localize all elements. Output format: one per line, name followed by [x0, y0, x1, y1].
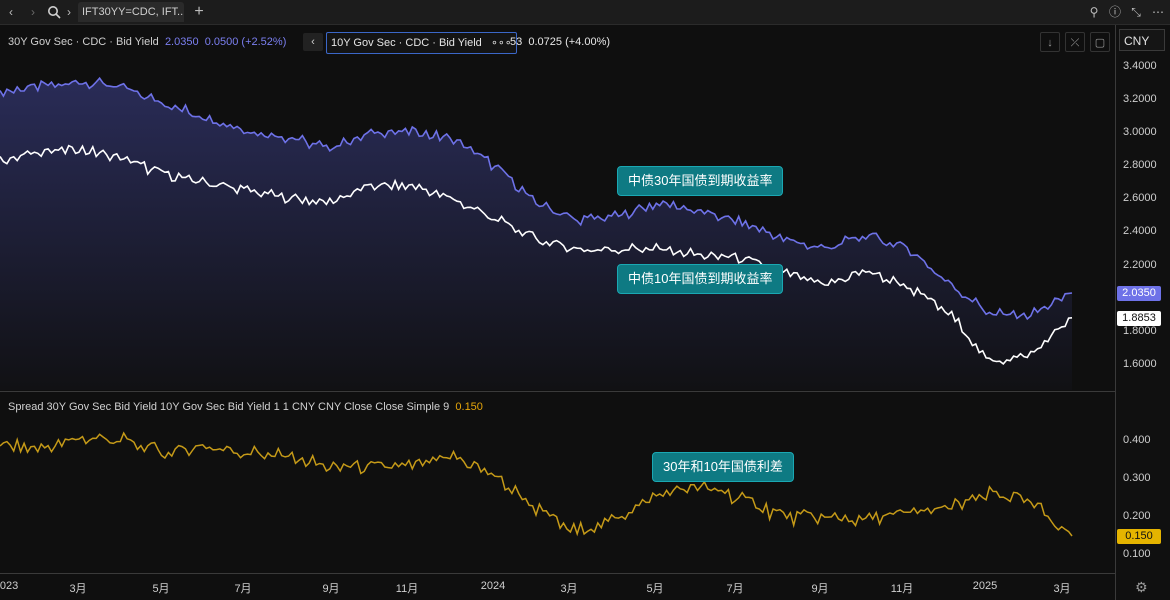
last-value-tag-30y: 2.0350 — [1117, 285, 1161, 301]
y-tick-main: 3.2000 — [1123, 92, 1157, 105]
legend-series10-name: 10Y Gov Sec · CDC · Bid Yield — [331, 37, 482, 49]
legend-series30-value: 2.0350 — [164, 36, 199, 48]
collapse-icon[interactable]: ⤡ — [1131, 5, 1141, 19]
series10-line — [0, 144, 1073, 365]
y-tick-spread: 0.400 — [1123, 434, 1151, 447]
x-tick: 2023 — [0, 580, 19, 592]
y-tick-main: 1.6000 — [1123, 358, 1157, 371]
x-axis-line — [0, 573, 1115, 574]
add-tab-button[interactable]: + — [194, 3, 204, 20]
x-tick: 9月 — [322, 583, 340, 595]
callout-30y: 中债30年国债到期收益率 — [617, 166, 784, 196]
top-toolbar: ‹ › › IFT30YY=CDC, IFT... + ⚲ ⓘ ⤡ ⋯ — [0, 0, 1170, 25]
legend-series30-name: 30Y Gov Sec · CDC · Bid Yield — [8, 36, 159, 48]
legend-series10-change: 0.0725 (+4.00%) — [528, 36, 611, 48]
spread-line — [0, 431, 1073, 537]
legend-spread[interactable]: Spread 30Y Gov Sec Bid Yield 10Y Gov Sec… — [8, 401, 483, 413]
x-tick: 11月 — [890, 583, 914, 595]
x-tick: 3月 — [1053, 583, 1071, 595]
last-value-tag-spread: 0.150 — [1117, 528, 1161, 544]
currency-selector[interactable]: CNY — [1119, 29, 1165, 51]
y-tick-spread: 0.200 — [1123, 510, 1151, 523]
chart-canvas[interactable] — [0, 0, 1115, 600]
y-tick-main: 2.8000 — [1123, 159, 1157, 172]
x-tick: 7月 — [726, 583, 744, 595]
search-icon[interactable] — [46, 3, 62, 21]
callout-spread: 30年和10年国债利差 — [652, 452, 794, 482]
legend-series30[interactable]: 30Y Gov Sec · CDC · Bid Yield 2.0350 0.0… — [8, 36, 286, 48]
series30-line — [0, 76, 1073, 321]
x-tick: 5月 — [152, 583, 170, 595]
x-tick: 2025 — [972, 580, 998, 592]
x-tick: 3月 — [560, 583, 578, 595]
pin-icon[interactable]: ⚲ — [1089, 5, 1099, 19]
chevron-right-icon[interactable]: › — [31, 5, 35, 19]
y-tick-main: 2.4000 — [1123, 225, 1157, 238]
x-tick: 7月 — [234, 583, 252, 595]
collapse-pane-icon[interactable]: ⤫ — [1065, 32, 1085, 52]
last-value-tag-10y: 1.8853 — [1117, 310, 1161, 326]
legend-more-icon[interactable]: ∘∘∘ — [490, 37, 512, 49]
legend-spread-name: Spread 30Y Gov Sec Bid Yield 10Y Gov Sec… — [8, 401, 450, 413]
x-tick: 9月 — [811, 583, 829, 595]
chevron-left-icon[interactable]: ‹ — [9, 5, 13, 19]
legend-series10-values: 53 0.0725 (+4.00%) — [510, 36, 610, 48]
y-tick-spread: 0.300 — [1123, 472, 1151, 485]
x-tick: 3月 — [69, 583, 87, 595]
download-icon[interactable]: ↓ — [1040, 32, 1060, 52]
dropdown-arrow-icon[interactable]: › — [67, 5, 71, 19]
legend-series10-value: 53 — [510, 36, 523, 48]
pane-divider[interactable] — [0, 391, 1115, 392]
y-tick-main: 2.6000 — [1123, 192, 1157, 205]
legend-prev-button[interactable]: ‹ — [303, 33, 323, 51]
x-tick: 2024 — [480, 580, 506, 592]
series30-area — [0, 78, 1072, 390]
x-tick: 5月 — [646, 583, 664, 595]
legend-spread-value: 0.150 — [455, 401, 483, 413]
y-tick-spread: 0.100 — [1123, 547, 1151, 560]
y-tick-main: 2.2000 — [1123, 258, 1157, 271]
y-tick-main: 3.0000 — [1123, 125, 1157, 138]
gear-icon[interactable]: ⚙ — [1135, 579, 1148, 595]
legend-series30-change: 0.0500 (+2.52%) — [204, 36, 287, 48]
help-icon[interactable]: ⓘ — [1108, 5, 1121, 19]
maximize-pane-icon[interactable]: ▢ — [1090, 32, 1110, 52]
callout-10y: 中债10年国债到期收益率 — [617, 264, 784, 294]
y-tick-main: 1.8000 — [1123, 324, 1157, 337]
tab-instrument[interactable]: IFT30YY=CDC, IFT... — [78, 2, 184, 22]
x-tick: 11月 — [395, 583, 419, 595]
y-tick-main: 3.4000 — [1123, 59, 1157, 72]
legend-series10[interactable]: 10Y Gov Sec · CDC · Bid Yield ∘∘∘ — [326, 32, 517, 54]
more-icon[interactable]: ⋯ — [1152, 5, 1164, 19]
